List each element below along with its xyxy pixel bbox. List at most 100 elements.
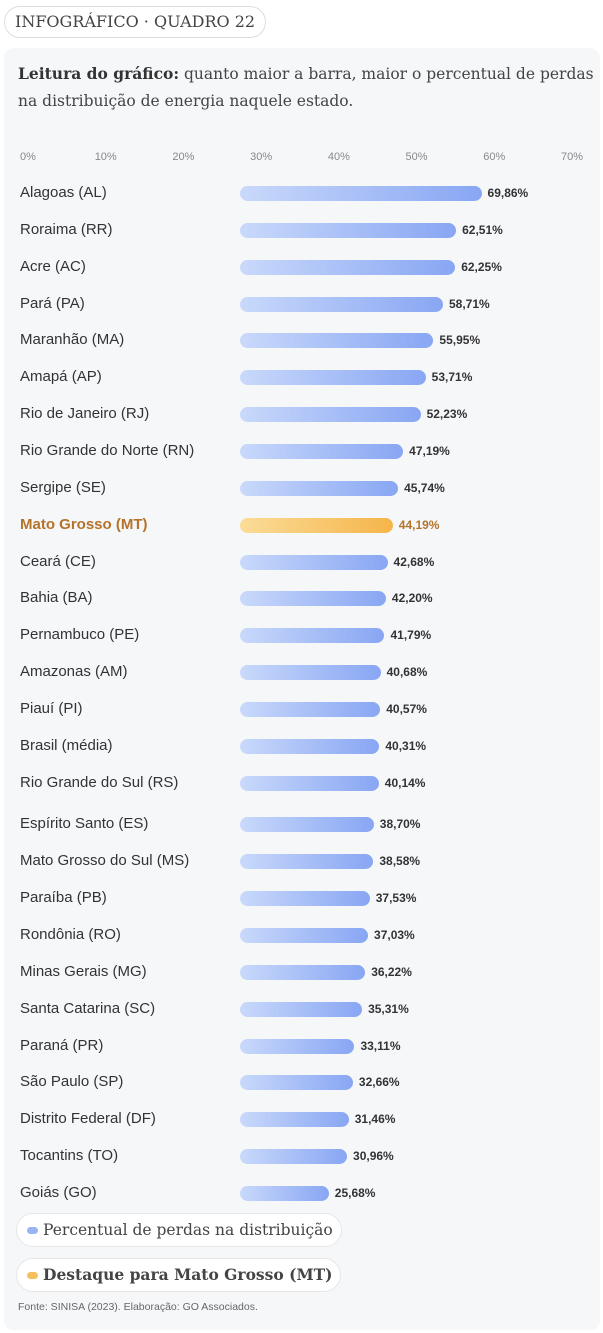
category-label: Espírito Santo (ES)	[20, 815, 149, 833]
category-label: Rio de Janeiro (RJ)	[20, 405, 150, 423]
category-label: Amapá (AP)	[20, 368, 102, 386]
category-label: Amazonas (AM)	[20, 663, 128, 681]
x-tick-label: 40%	[327, 151, 350, 163]
category-label: Mato Grosso (MT)	[20, 515, 148, 533]
bar-row: Paraná (PR) 33,11%	[4, 1028, 600, 1064]
legend-item-losses: Percentual de perdas na distribuição	[16, 1213, 342, 1247]
bar-row: Pernambuco (PE) 41,79%	[4, 617, 600, 653]
bar	[240, 259, 456, 275]
value-label: 35,31%	[368, 1001, 409, 1016]
value-label: 69,86%	[487, 186, 529, 200]
x-tick-label: 30%	[250, 151, 273, 163]
bar-row: Rondônia (RO) 37,03%	[4, 917, 600, 953]
bar-row: Paraíba (PB) 37,53%	[4, 880, 600, 916]
bar	[240, 370, 426, 386]
category-label: Acre (AC)	[20, 257, 86, 275]
bar-row: Mato Grosso (MT) 44,19%	[4, 507, 600, 543]
category-label: Pernambuco (PE)	[20, 626, 140, 644]
bar	[240, 186, 482, 201]
bar-row: Minas Gerais (MG) 36,22%	[4, 954, 600, 990]
category-label: Sergipe (SE)	[20, 478, 106, 496]
bar	[240, 964, 366, 980]
bar-row: Amazonas (AM) 40,68%	[4, 654, 600, 690]
value-label: 30,96%	[353, 1149, 394, 1164]
x-tick-label: 60%	[483, 151, 506, 163]
value-label: 40,57%	[386, 701, 427, 716]
category-label: Piauí (PI)	[20, 699, 83, 717]
bar-row: Santa Catarina (SC) 35,31%	[4, 991, 600, 1027]
bar	[240, 891, 370, 907]
bar-row: Acre (AC) 62,25%	[4, 249, 600, 285]
value-label: 40,68%	[386, 665, 428, 680]
bar-row: Brasil (média) 40,31%	[4, 728, 600, 764]
bar	[240, 928, 369, 943]
bar	[240, 296, 443, 312]
category-label: Roraima (RR)	[20, 220, 113, 238]
value-label: 42,20%	[391, 591, 433, 606]
legend-label: Percentual de perdas na distribuição	[43, 1221, 333, 1239]
lead-bold: Leitura do gráfico:	[18, 64, 180, 83]
category-label: Paraná (PR)	[20, 1036, 104, 1054]
value-label: 37,53%	[375, 891, 417, 906]
bar	[240, 1112, 349, 1128]
value-label: 32,66%	[358, 1075, 400, 1090]
category-label: Tocantins (TO)	[20, 1147, 119, 1165]
category-label: Distrito Federal (DF)	[20, 1110, 156, 1128]
value-label: 40,31%	[385, 738, 427, 753]
bar-row: Maranhão (MA) 55,95%	[4, 322, 600, 358]
bar	[240, 775, 379, 791]
category-label: São Paulo (SP)	[20, 1073, 124, 1091]
bar	[240, 628, 385, 644]
category-label: Bahia (BA)	[20, 589, 93, 607]
bar	[240, 1149, 348, 1165]
value-label: 62,51%	[462, 222, 503, 237]
value-label: 45,74%	[404, 480, 445, 495]
bar-row: Espírito Santo (ES) 38,70%	[4, 806, 600, 842]
bar-row: Tocantins (TO) 30,96%	[4, 1138, 600, 1174]
value-label: 25,68%	[334, 1185, 376, 1200]
category-label: Pará (PA)	[20, 294, 85, 312]
x-tick-label: 70%	[560, 151, 584, 163]
bar-row: Rio de Janeiro (RJ) 52,23%	[4, 396, 600, 432]
category-label: Alagoas (AL)	[20, 184, 107, 201]
bar	[240, 407, 421, 423]
chart-card: Leitura do gráfico: quanto maior a barra…	[4, 48, 600, 1330]
value-label: 47,19%	[409, 443, 450, 458]
category-label: Paraíba (PB)	[20, 889, 107, 907]
value-label: 37,03%	[374, 928, 415, 942]
bar	[240, 1075, 353, 1091]
bar-row: Amapá (AP) 53,71%	[4, 359, 600, 395]
x-tick-label: 10%	[94, 151, 117, 163]
x-tick-label: 20%	[172, 151, 195, 163]
bar	[240, 1038, 355, 1054]
x-axis: 0% 10% 20% 30% 40% 50% 60% 70%	[20, 151, 590, 167]
legend-item-highlight: Destaque para Mato Grosso (MT)	[16, 1258, 342, 1292]
value-label: 58,71%	[448, 296, 490, 311]
bar-row: Rio Grande do Norte (RN) 47,19%	[4, 433, 600, 469]
bar-row: Bahia (BA) 42,20%	[4, 580, 600, 616]
bar-row: Pará (PA) 58,71%	[4, 286, 600, 322]
category-label: Minas Gerais (MG)	[20, 962, 147, 980]
bar-row: Distrito Federal (DF) 31,46%	[4, 1101, 600, 1137]
value-label: 38,58%	[379, 854, 421, 869]
category-label: Ceará (CE)	[20, 552, 96, 570]
bar	[240, 665, 381, 681]
value-label: 62,25%	[461, 259, 502, 274]
category-label: Brasil (média)	[20, 736, 113, 754]
value-label: 44,19%	[398, 517, 440, 532]
bar	[240, 1185, 329, 1201]
category-label: Rondônia (RO)	[20, 926, 121, 943]
bar	[240, 738, 380, 754]
x-tick-label: 50%	[405, 151, 428, 163]
bar-row: Goiás (GO) 25,68%	[4, 1175, 600, 1211]
value-label: 38,70%	[379, 817, 421, 832]
category-label: Rio Grande do Norte (RN)	[20, 441, 195, 459]
category-label: Rio Grande do Sul (RS)	[20, 773, 179, 791]
category-label: Goiás (GO)	[20, 1183, 97, 1201]
legend-swatch-orange	[27, 1271, 38, 1279]
value-label: 53,71%	[431, 370, 473, 385]
category-label: Santa Catarina (SC)	[20, 999, 156, 1017]
bar-row: Alagoas (AL) 69,86%	[4, 175, 600, 211]
bar	[240, 1001, 363, 1017]
bar-row: Ceará (CE) 42,68%	[4, 544, 600, 580]
